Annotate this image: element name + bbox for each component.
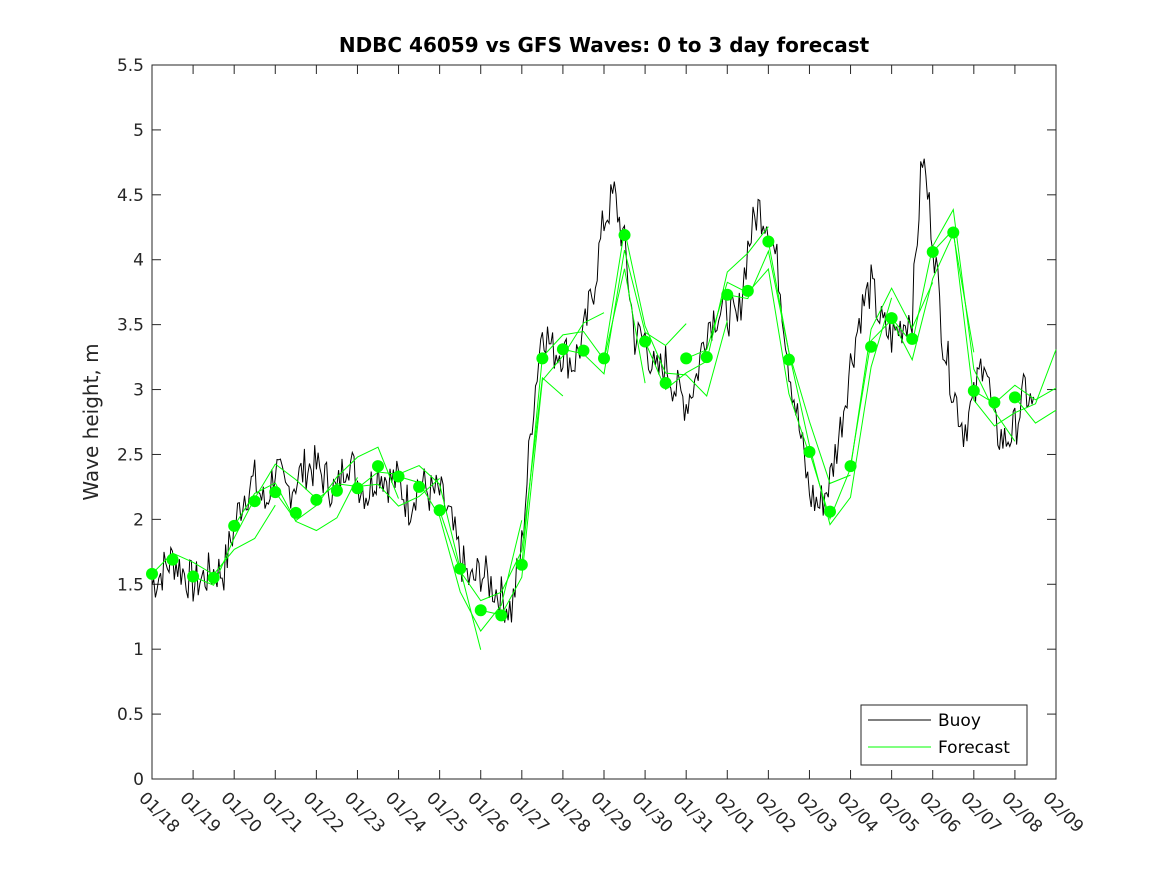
x-tick-label: 02/08: [997, 788, 1046, 837]
forecast-analysis-point: [1008, 391, 1021, 404]
forecast-analysis-point: [248, 495, 261, 508]
forecast-analysis-point: [495, 609, 508, 622]
forecast-analysis-point: [988, 396, 1001, 409]
forecast-analysis-point: [865, 340, 878, 353]
forecast-analysis-point: [947, 226, 960, 239]
x-tick-label: 01/21: [258, 788, 307, 837]
forecast-analysis-point: [598, 352, 610, 365]
forecast-analysis-point: [824, 505, 836, 518]
forecast-analysis-point: [351, 482, 364, 495]
forecast-analysis-point: [659, 377, 672, 390]
forecast-analysis-point: [454, 562, 467, 575]
forecast-analysis-point: [577, 344, 590, 357]
x-tick-label: 01/25: [422, 788, 471, 837]
forecast-run-line: [274, 446, 399, 522]
forecast-analysis-point: [330, 484, 343, 497]
forecast-analysis-point: [269, 486, 282, 499]
forecast-analysis-point: [207, 571, 220, 584]
forecast-analysis-point: [146, 567, 158, 580]
forecast-analysis-point: [433, 504, 446, 517]
buoy-series-line: [151, 158, 1035, 623]
forecast-analysis-point: [474, 604, 487, 617]
forecast-analysis-point: [310, 493, 323, 506]
forecast-run-line: [973, 384, 1057, 405]
x-tick-label: 01/24: [381, 788, 430, 837]
y-tick-label: 4: [133, 251, 144, 271]
forecast-analysis-point: [228, 519, 241, 532]
forecast-analysis-point: [844, 460, 857, 473]
x-tick-label: 02/09: [1038, 788, 1087, 837]
y-tick-label: 5.5: [117, 56, 144, 76]
x-tick-label: 01/18: [134, 788, 183, 837]
x-tick-label: 01/20: [217, 788, 266, 837]
forecast-analysis-point: [289, 506, 302, 519]
x-tick-label: 01/31: [669, 788, 718, 837]
forecast-analysis-point: [166, 553, 179, 566]
legend-forecast-label: Forecast: [938, 738, 1010, 758]
x-tick-label: 01/26: [463, 788, 512, 837]
x-tick-label: 02/04: [833, 788, 882, 837]
x-tick-label: 01/19: [176, 788, 225, 837]
y-axis-label: Wave height, m: [79, 343, 103, 500]
plot-area: [151, 64, 1057, 780]
x-tick-label: 01/29: [586, 788, 635, 837]
forecast-analysis-point: [187, 570, 200, 583]
legend-buoy-label: Buoy: [938, 711, 981, 731]
y-tick-label: 2.5: [117, 445, 144, 465]
forecast-analysis-point: [556, 343, 569, 356]
forecast-analysis-point: [536, 352, 549, 365]
forecast-analysis-point: [906, 332, 919, 345]
y-tick-label: 0: [133, 770, 144, 790]
x-tick-label: 01/30: [628, 788, 677, 837]
x-tick-label: 02/06: [915, 788, 964, 837]
x-tick-label: 02/01: [710, 788, 759, 837]
x-tick-label: 02/02: [751, 788, 800, 837]
forecast-analysis-point: [700, 351, 713, 364]
y-tick-label: 3: [133, 381, 144, 401]
forecast-analysis-point: [782, 353, 795, 366]
y-tick-label: 5: [133, 121, 144, 141]
y-tick-label: 1.5: [117, 575, 144, 595]
x-tick-label: 01/28: [545, 788, 594, 837]
x-tick-label: 02/05: [874, 788, 923, 837]
x-tick-label: 01/27: [504, 788, 553, 837]
forecast-analysis-point: [372, 460, 384, 473]
forecast-analysis-point: [515, 558, 528, 571]
forecast-run-line: [233, 477, 358, 532]
forecast-analysis-point: [639, 335, 652, 348]
forecast-analysis-point: [803, 445, 816, 458]
y-tick-label: 2: [133, 510, 144, 530]
x-tick-label: 01/23: [340, 788, 389, 837]
x-tick-label: 02/07: [956, 788, 1005, 837]
forecast-run-line: [316, 478, 440, 507]
y-tick-label: 1: [133, 640, 144, 660]
forecast-run-line: [809, 282, 934, 521]
forecast-analysis-point: [762, 235, 775, 248]
legend-box: [860, 704, 1028, 766]
y-tick-label: 4.5: [117, 186, 144, 206]
forecast-analysis-point: [721, 288, 734, 301]
y-tick-label: 0.5: [117, 705, 144, 725]
y-tick-label: 3.5: [117, 316, 144, 336]
forecast-analysis-point: [413, 480, 426, 493]
forecast-run-line: [1014, 396, 1057, 424]
forecast-analysis-point: [618, 229, 631, 242]
x-tick-label: 01/22: [299, 788, 348, 837]
forecast-run-line: [767, 241, 893, 526]
legend: Buoy Forecast: [860, 704, 1028, 766]
forecast-analysis-point: [885, 312, 898, 325]
chart-title: NDBC 46059 vs GFS Waves: 0 to 3 day fore…: [339, 33, 870, 57]
x-tick-label: 02/03: [792, 788, 841, 837]
forecast-analysis-point: [392, 470, 405, 483]
forecast-analysis-point: [680, 352, 693, 365]
forecast-analysis-point: [741, 284, 754, 297]
forecast-analysis-point: [926, 245, 939, 258]
forecast-analysis-point: [967, 384, 980, 397]
